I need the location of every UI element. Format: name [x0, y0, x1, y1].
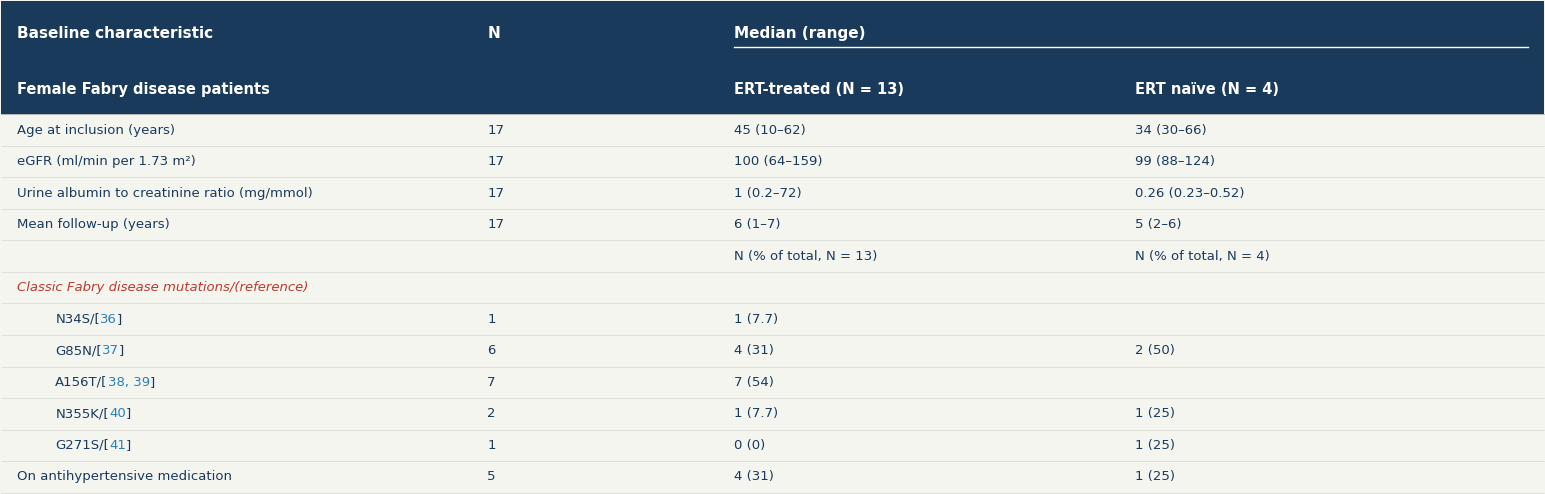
Bar: [2, 241, 1543, 272]
Text: 1 (25): 1 (25): [1136, 408, 1174, 420]
Bar: [2, 461, 1543, 493]
Text: Baseline characteristic: Baseline characteristic: [17, 26, 213, 41]
Bar: [2, 177, 1543, 209]
Text: 4 (31): 4 (31): [734, 344, 774, 357]
Text: 6: 6: [487, 344, 496, 357]
Text: ]: ]: [119, 344, 124, 357]
Text: 5 (2–6): 5 (2–6): [1136, 218, 1182, 231]
Text: 5: 5: [487, 470, 496, 483]
Text: 1 (25): 1 (25): [1136, 439, 1174, 452]
Text: On antihypertensive medication: On antihypertensive medication: [17, 470, 232, 483]
Text: Female Fabry disease patients: Female Fabry disease patients: [17, 82, 270, 97]
Text: N (% of total, N = 13): N (% of total, N = 13): [734, 249, 878, 263]
Text: 0.26 (0.23–0.52): 0.26 (0.23–0.52): [1136, 187, 1244, 200]
Text: 4 (31): 4 (31): [734, 470, 774, 483]
Bar: [2, 146, 1543, 177]
Text: A156T/[: A156T/[: [56, 376, 108, 389]
Text: ]: ]: [127, 439, 131, 452]
Bar: [2, 272, 1543, 303]
Text: 7 (54): 7 (54): [734, 376, 774, 389]
Text: Median (range): Median (range): [734, 26, 865, 41]
Text: 0 (0): 0 (0): [734, 439, 765, 452]
Text: 2 (50): 2 (50): [1136, 344, 1174, 357]
Text: N (% of total, N = 4): N (% of total, N = 4): [1136, 249, 1270, 263]
Text: ERT-treated (N = 13): ERT-treated (N = 13): [734, 82, 904, 97]
Text: 1 (7.7): 1 (7.7): [734, 408, 779, 420]
Text: 1: 1: [487, 313, 496, 326]
Text: Urine albumin to creatinine ratio (mg/mmol): Urine albumin to creatinine ratio (mg/mm…: [17, 187, 312, 200]
Bar: [2, 303, 1543, 335]
Bar: [2, 398, 1543, 430]
Bar: [2, 115, 1543, 493]
Text: eGFR (ml/min per 1.73 m²): eGFR (ml/min per 1.73 m²): [17, 155, 196, 168]
Bar: [2, 115, 1543, 146]
Bar: [2, 209, 1543, 241]
Bar: [2, 1, 1543, 65]
Text: 17: 17: [487, 155, 504, 168]
Text: ERT naïve (N = 4): ERT naïve (N = 4): [1136, 82, 1279, 97]
Text: Age at inclusion (years): Age at inclusion (years): [17, 124, 175, 137]
Bar: [2, 65, 1543, 115]
Text: N355K/[: N355K/[: [56, 408, 110, 420]
Text: 37: 37: [102, 344, 119, 357]
Text: 40: 40: [108, 408, 125, 420]
Bar: [2, 335, 1543, 367]
Text: ]: ]: [125, 408, 131, 420]
Bar: [2, 430, 1543, 461]
Text: Mean follow-up (years): Mean follow-up (years): [17, 218, 170, 231]
Text: Classic Fabry disease mutations/(reference): Classic Fabry disease mutations/(referen…: [17, 281, 307, 294]
Text: 1 (7.7): 1 (7.7): [734, 313, 779, 326]
Bar: [2, 367, 1543, 398]
Text: 41: 41: [110, 439, 127, 452]
Text: 100 (64–159): 100 (64–159): [734, 155, 822, 168]
Text: 38, 39: 38, 39: [108, 376, 150, 389]
Text: 34 (30–66): 34 (30–66): [1136, 124, 1207, 137]
Text: G85N/[: G85N/[: [56, 344, 102, 357]
Text: 17: 17: [487, 218, 504, 231]
Text: G271S/[: G271S/[: [56, 439, 110, 452]
Text: 99 (88–124): 99 (88–124): [1136, 155, 1214, 168]
Text: 1 (0.2–72): 1 (0.2–72): [734, 187, 802, 200]
Text: 7: 7: [487, 376, 496, 389]
Text: 6 (1–7): 6 (1–7): [734, 218, 780, 231]
Text: 17: 17: [487, 187, 504, 200]
Text: N: N: [487, 26, 501, 41]
Text: 45 (10–62): 45 (10–62): [734, 124, 805, 137]
Text: 1: 1: [487, 439, 496, 452]
Text: N34S/[: N34S/[: [56, 313, 100, 326]
Text: 2: 2: [487, 408, 496, 420]
Text: 36: 36: [100, 313, 117, 326]
Text: 17: 17: [487, 124, 504, 137]
Text: 1 (25): 1 (25): [1136, 470, 1174, 483]
Text: ]: ]: [117, 313, 122, 326]
Text: ]: ]: [150, 376, 154, 389]
